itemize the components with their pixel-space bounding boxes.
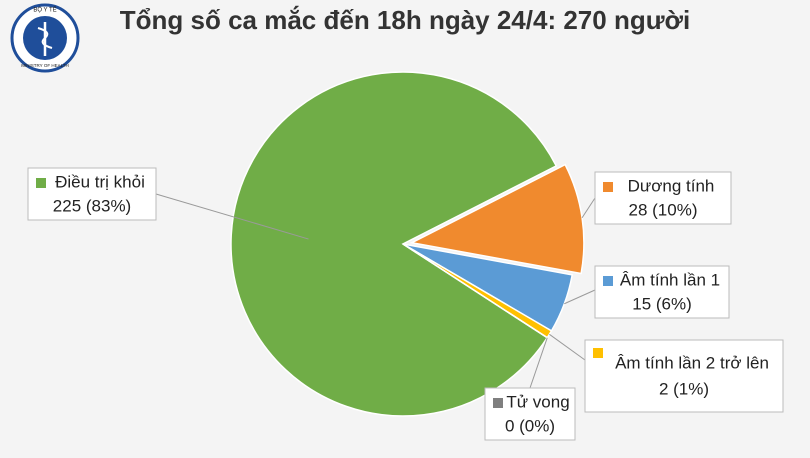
logo-bottom: MINISTRY OF HEALTH xyxy=(21,63,69,68)
category-label: Âm tính lần 1 xyxy=(620,270,720,289)
label-box xyxy=(484,387,576,441)
value-label: 225 (83%) xyxy=(53,196,131,215)
value-label: 28 (10%) xyxy=(629,200,698,219)
label-box xyxy=(594,265,730,319)
logo: BỘ Y TẾ MINISTRY OF HEALTH xyxy=(10,3,80,73)
label-box xyxy=(584,339,784,413)
logo-snake xyxy=(37,27,53,49)
category-label: Âm tính lần 2 trở lên xyxy=(615,353,769,372)
leader-line xyxy=(155,193,309,240)
leader-line xyxy=(549,333,586,361)
legend-swatch xyxy=(36,178,46,188)
value-label: 0 (0%) xyxy=(505,416,555,435)
pie-slice xyxy=(409,163,585,275)
legend-swatch xyxy=(603,182,613,192)
leader-line xyxy=(581,197,596,219)
category-label: Điều trị khỏi xyxy=(55,172,145,191)
leader-line xyxy=(529,337,548,389)
legend-swatch xyxy=(603,276,613,286)
leader-line xyxy=(564,289,596,305)
legend-swatch xyxy=(593,348,603,358)
value-label: 2 (1%) xyxy=(659,379,709,398)
label-box xyxy=(27,167,157,221)
chart-title: Tổng số ca mắc đến 18h ngày 24/4: 270 ng… xyxy=(120,5,691,35)
legend-swatch xyxy=(493,398,503,408)
label-box xyxy=(594,171,732,225)
value-label: 15 (6%) xyxy=(632,294,692,313)
category-label: Tử vong xyxy=(506,392,569,411)
logo-top: BỘ Y TẾ xyxy=(33,7,56,14)
pie-slice xyxy=(230,71,558,417)
category-label: Dương tính xyxy=(628,176,715,195)
